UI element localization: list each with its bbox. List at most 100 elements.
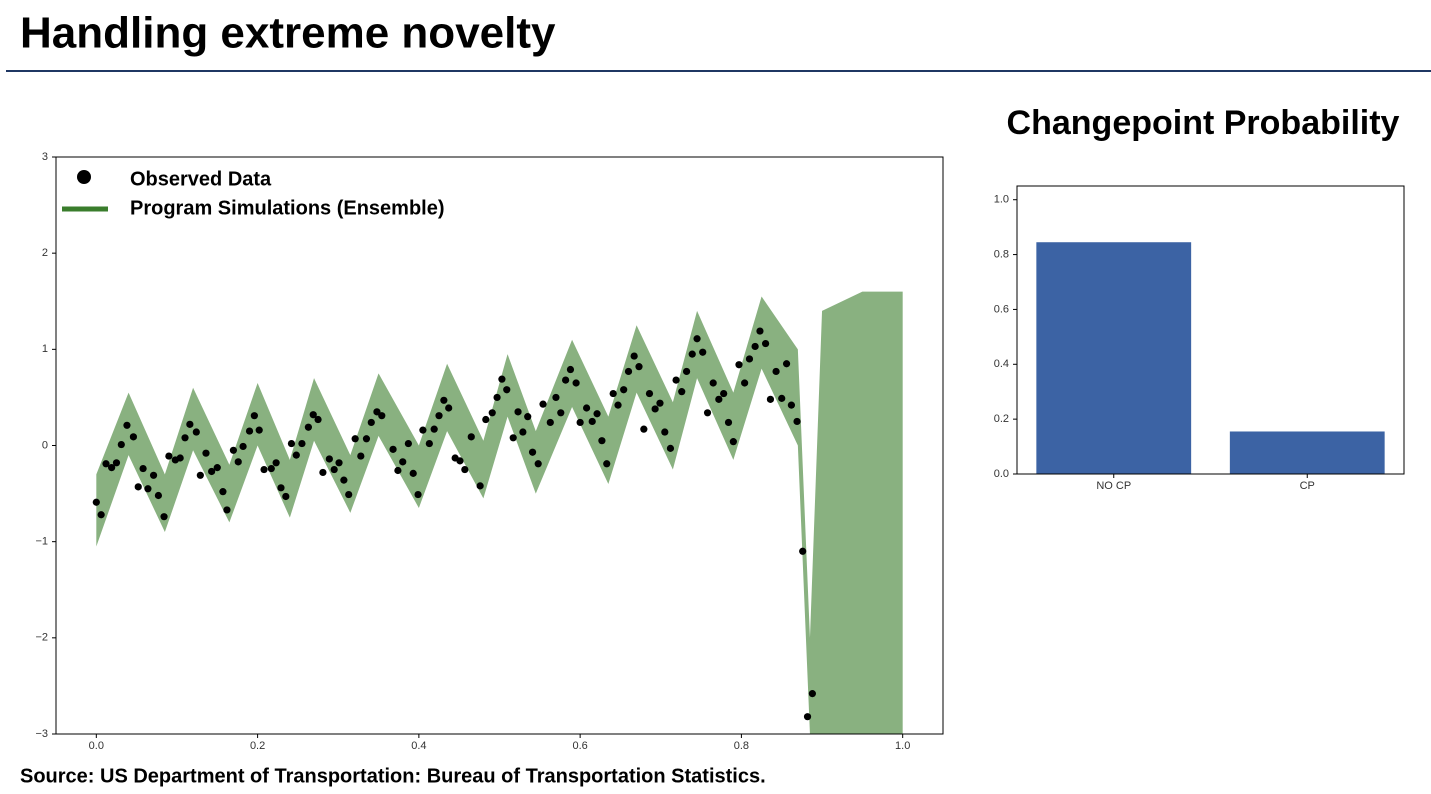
y-tick-label: 0.6	[994, 303, 1009, 315]
data-point	[808, 690, 816, 698]
data-point	[603, 460, 611, 468]
data-point	[598, 437, 606, 445]
data-point	[419, 426, 427, 434]
data-point	[640, 425, 648, 433]
data-point	[699, 348, 707, 356]
data-point	[693, 335, 701, 343]
data-point	[267, 464, 275, 473]
data-point	[566, 365, 575, 374]
data-point	[394, 466, 402, 475]
data-point	[778, 394, 786, 402]
data-point	[645, 389, 654, 398]
data-point	[335, 459, 343, 467]
data-point	[250, 412, 258, 420]
y-tick-label: 0.4	[994, 358, 1009, 370]
y-tick-label: 0	[42, 439, 48, 451]
data-point	[461, 465, 469, 474]
x-tick-label: 0.4	[411, 740, 426, 752]
data-point	[546, 418, 554, 427]
data-point	[234, 458, 242, 466]
data-point	[766, 395, 775, 403]
data-point	[292, 451, 300, 459]
data-point	[524, 413, 532, 421]
y-tick-label: 0.0	[994, 468, 1009, 480]
data-point	[709, 379, 717, 387]
data-point	[703, 409, 712, 417]
data-point	[635, 363, 643, 371]
data-point	[287, 439, 296, 448]
legend-swatch	[77, 170, 91, 184]
x-tick-label: 0.8	[734, 740, 749, 752]
ensemble-band	[96, 291, 903, 734]
data-point	[92, 498, 100, 506]
data-point	[729, 438, 737, 446]
data-point	[378, 412, 386, 420]
data-point	[108, 464, 116, 472]
data-point	[576, 418, 584, 427]
slide-title: Handling extreme novelty	[20, 9, 556, 58]
data-point	[414, 490, 422, 499]
data-point	[666, 444, 675, 452]
data-point	[260, 465, 268, 474]
y-tick-label: 1.0	[994, 194, 1009, 206]
data-point	[467, 433, 475, 441]
data-point	[678, 388, 686, 396]
data-point	[196, 471, 204, 479]
data-point	[362, 435, 371, 443]
data-point	[720, 389, 728, 398]
x-tick-label: 0.6	[572, 740, 587, 752]
data-point	[620, 386, 628, 394]
data-point	[614, 401, 622, 409]
data-point	[117, 440, 125, 449]
data-point	[498, 375, 506, 383]
data-point	[176, 454, 184, 462]
x-tick-label: CP	[1300, 480, 1315, 492]
data-point	[112, 459, 121, 467]
data-point	[572, 379, 580, 387]
data-point	[488, 409, 496, 417]
data-point	[519, 428, 527, 436]
data-point	[367, 418, 375, 427]
data-point	[123, 421, 131, 429]
data-point	[357, 452, 365, 460]
data-point	[803, 713, 812, 721]
data-point	[282, 492, 290, 501]
data-point	[340, 476, 348, 484]
data-point	[593, 410, 601, 418]
bar	[1229, 431, 1385, 474]
data-point	[165, 452, 173, 460]
data-point	[208, 467, 216, 476]
data-point	[528, 448, 537, 456]
data-point	[745, 355, 754, 363]
data-point	[493, 393, 501, 402]
data-point	[351, 435, 359, 443]
data-point	[319, 468, 327, 477]
data-point	[630, 352, 638, 360]
data-point	[787, 401, 796, 409]
data-point	[134, 483, 142, 491]
data-point	[272, 459, 280, 467]
y-tick-label: −2	[35, 632, 48, 644]
data-point	[793, 417, 801, 426]
data-point	[245, 427, 254, 435]
bar	[1036, 242, 1192, 474]
data-point	[799, 547, 807, 555]
data-point	[651, 405, 659, 413]
x-tick-label: 0.2	[250, 740, 265, 752]
data-point	[609, 389, 617, 398]
data-point	[255, 426, 263, 434]
data-point	[129, 433, 138, 441]
data-point	[503, 386, 511, 394]
data-point	[762, 339, 770, 348]
data-point	[562, 376, 570, 384]
data-point	[456, 457, 464, 465]
data-point	[557, 409, 565, 417]
x-tick-label: 0.0	[89, 740, 104, 752]
x-tick-label: 1.0	[895, 740, 910, 752]
y-tick-label: 0.8	[994, 248, 1009, 260]
data-point	[741, 379, 749, 387]
data-point	[445, 404, 453, 412]
data-point	[325, 455, 333, 463]
data-point	[661, 428, 669, 436]
